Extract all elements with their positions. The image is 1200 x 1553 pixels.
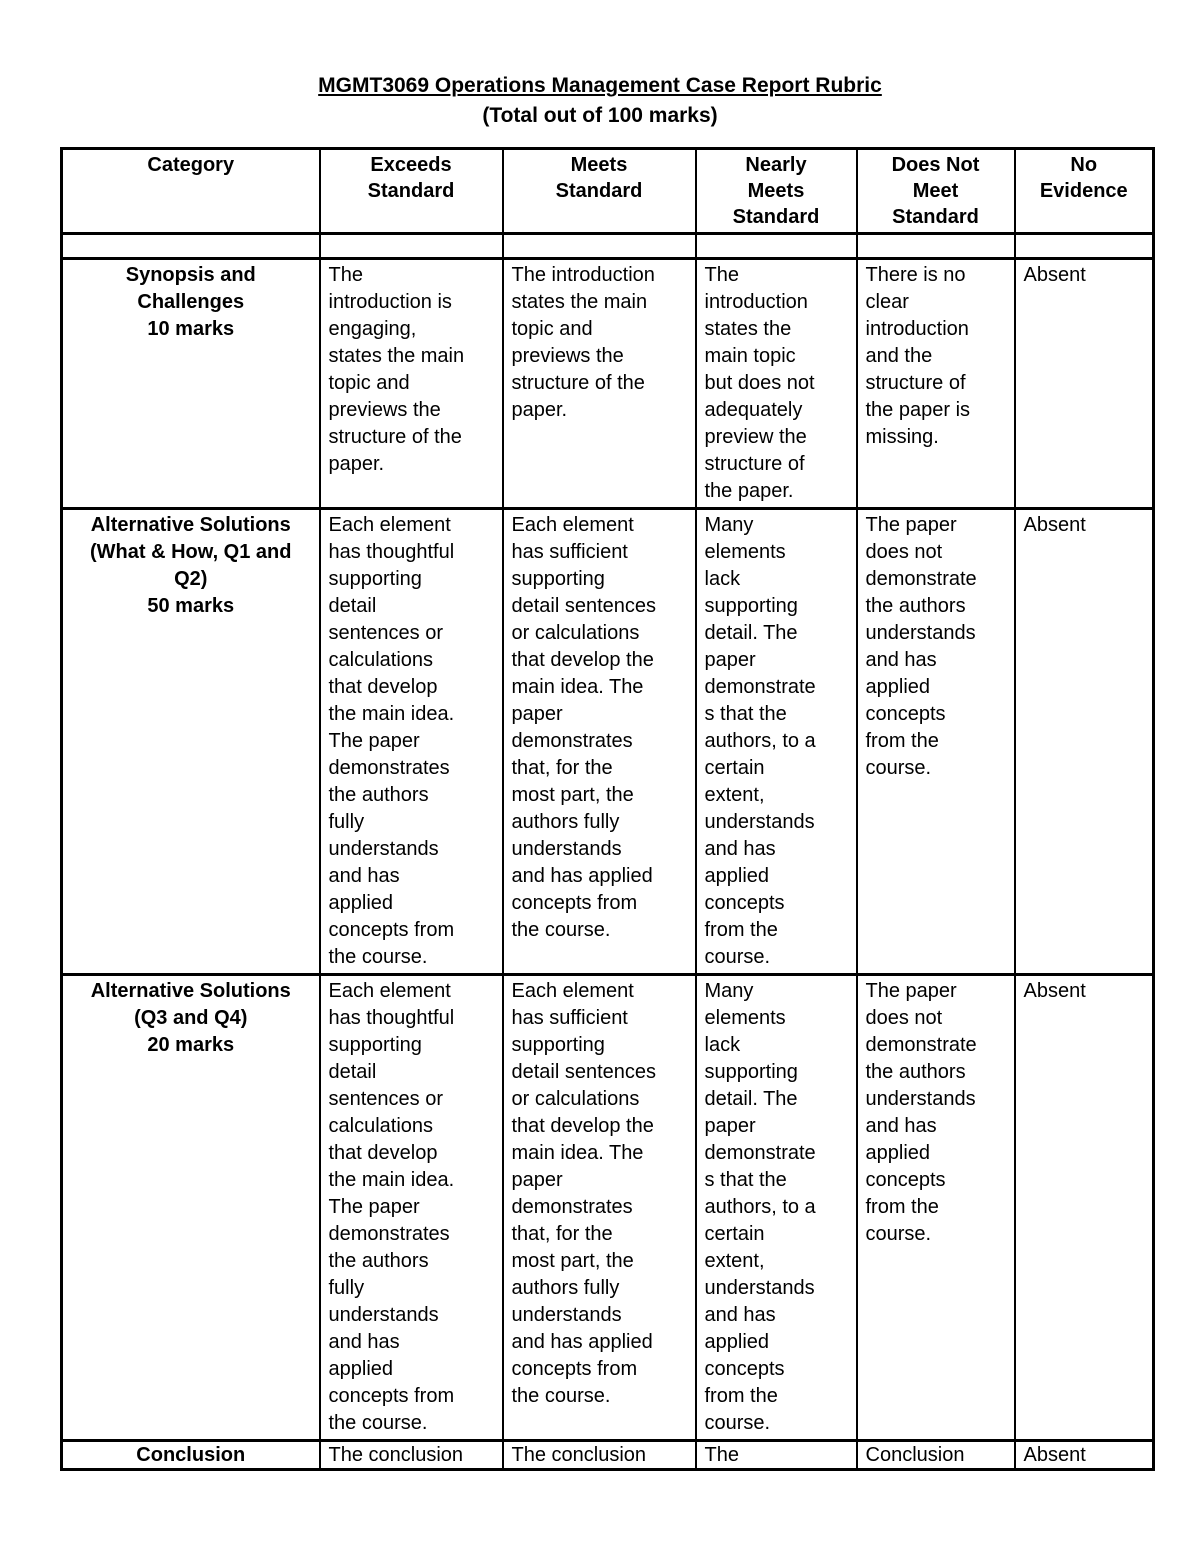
cell-synopsis-category: Synopsis and Challenges 10 marks [60, 257, 321, 510]
cell-conclusion-no-evidence: Absent [1013, 1439, 1155, 1471]
cell-altsol2-no-evidence: Absent [1013, 973, 1155, 1442]
cell-synopsis-meets: The introduction states the main topic a… [501, 257, 697, 510]
header-no-evidence: No Evidence [1013, 147, 1155, 235]
cell-synopsis-no-evidence: Absent [1013, 257, 1155, 510]
cell-altsol1-exceeds: Each element has thoughtful supporting d… [318, 507, 504, 976]
header-exceeds-standard: Exceeds Standard [318, 147, 504, 235]
rubric-table: Category Exceeds Standard Meets Standard… [60, 147, 1155, 1471]
cell-conclusion-exceeds: The conclusion [318, 1439, 504, 1471]
cell-conclusion-nearly-meets: The [694, 1439, 858, 1471]
spacer-cell [694, 232, 858, 260]
cell-altsol2-exceeds: Each element has thoughtful supporting d… [318, 973, 504, 1442]
cell-altsol1-no-evidence: Absent [1013, 507, 1155, 976]
cell-altsol1-category: Alternative Solutions (What & How, Q1 an… [60, 507, 321, 976]
page-title: MGMT3069 Operations Management Case Repo… [318, 74, 882, 97]
cell-altsol2-category: Alternative Solutions (Q3 and Q4) 20 mar… [60, 973, 321, 1442]
spacer-cell [501, 232, 697, 260]
cell-synopsis-nearly-meets: The introduction states the main topic b… [694, 257, 858, 510]
cell-altsol1-meets: Each element has sufficient supporting d… [501, 507, 697, 976]
cell-synopsis-exceeds: The introduction is engaging, states the… [318, 257, 504, 510]
cell-altsol1-nearly-meets: Many elements lack supporting detail. Th… [694, 507, 858, 976]
cell-altsol2-nearly-meets: Many elements lack supporting detail. Th… [694, 973, 858, 1442]
cell-altsol2-meets: Each element has sufficient supporting d… [501, 973, 697, 1442]
spacer-cell [1013, 232, 1155, 260]
cell-synopsis-does-not-meet: There is no clear introduction and the s… [855, 257, 1016, 510]
header-meets-standard: Meets Standard [501, 147, 697, 235]
cell-conclusion-does-not-meet: Conclusion [855, 1439, 1016, 1471]
spacer-cell [855, 232, 1016, 260]
spacer-cell [318, 232, 504, 260]
header-nearly-meets-standard: Nearly Meets Standard [694, 147, 858, 235]
cell-altsol2-does-not-meet: The paper does not demonstrate the autho… [855, 973, 1016, 1442]
cell-conclusion-category: Conclusion [60, 1439, 321, 1471]
page-subtitle: (Total out of 100 marks) [482, 104, 718, 127]
row-synopsis-and-challenges: Synopsis and Challenges 10 marks The int… [60, 257, 1155, 510]
row-conclusion: Conclusion The conclusion The conclusion… [60, 1439, 1155, 1471]
cell-altsol1-does-not-meet: The paper does not demonstrate the autho… [855, 507, 1016, 976]
header-row: Category Exceeds Standard Meets Standard… [60, 147, 1155, 235]
spacer-cell [60, 232, 321, 260]
spacer-row [60, 232, 1155, 260]
cell-conclusion-meets: The conclusion [501, 1439, 697, 1471]
header-category: Category [60, 147, 321, 235]
header-does-not-meet-standard: Does Not Meet Standard [855, 147, 1016, 235]
row-alternative-solutions-q1-q2: Alternative Solutions (What & How, Q1 an… [60, 507, 1155, 976]
row-alternative-solutions-q3-q4: Alternative Solutions (Q3 and Q4) 20 mar… [60, 973, 1155, 1442]
